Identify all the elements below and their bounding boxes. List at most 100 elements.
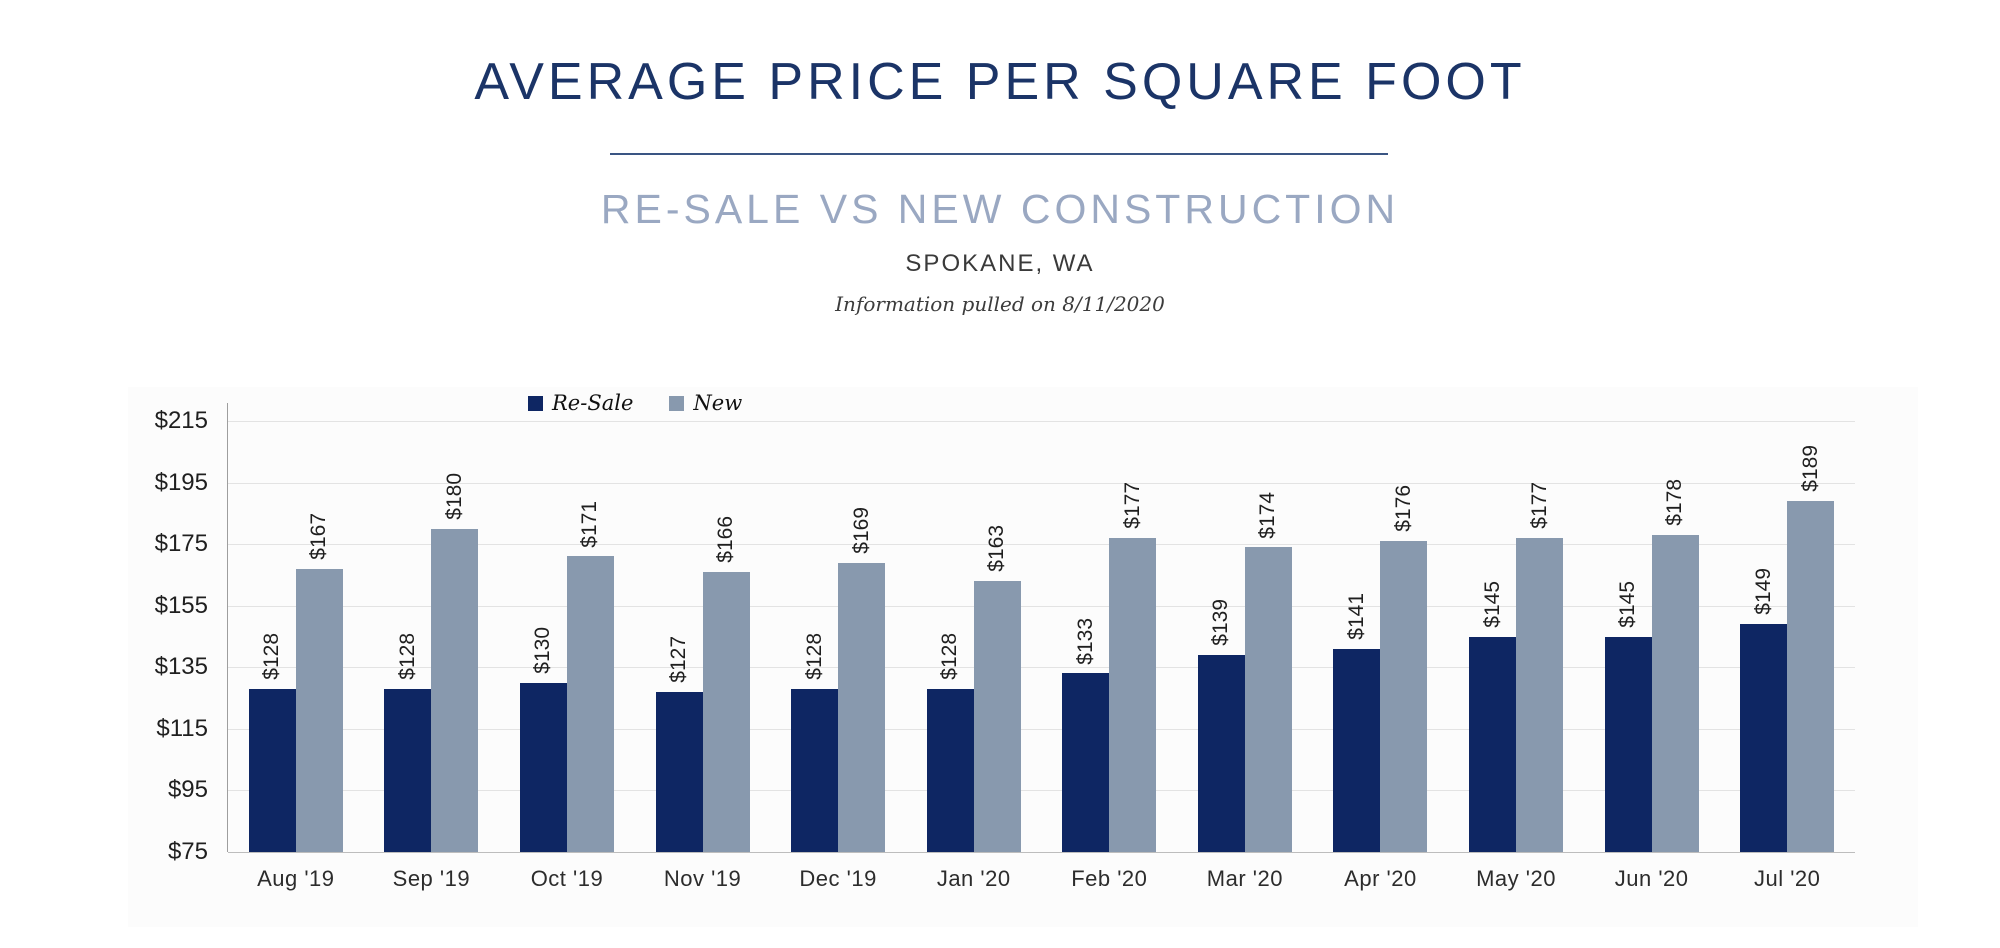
new-bar: $163 — [973, 525, 1021, 852]
bar-value-label: $178 — [1663, 479, 1687, 526]
x-axis-label: Aug '19 — [257, 866, 335, 891]
resale-bar: $145 — [1469, 581, 1517, 852]
bar-group: $128 $163 Jan '20 — [906, 421, 1042, 891]
bar-value-label: $128 — [260, 633, 284, 680]
resale-bar: $145 — [1604, 581, 1652, 852]
legend-item: Re-Sale — [528, 391, 633, 415]
y-axis-label: $95 — [167, 776, 208, 804]
y-axis-label: $75 — [167, 838, 208, 865]
bar-value-label: $177 — [1527, 482, 1551, 529]
gridline — [228, 728, 1855, 730]
new-bar: $171 — [566, 501, 614, 852]
bar-value-label: $128 — [938, 633, 962, 680]
gridline — [228, 667, 1855, 669]
new-bar: $166 — [702, 516, 750, 852]
gridline — [228, 790, 1855, 792]
y-axis-label: $175 — [154, 530, 208, 558]
resale-bar: $149 — [1740, 568, 1788, 852]
y-axis-label: $155 — [154, 591, 208, 619]
resale-bar: $127 — [655, 636, 703, 852]
new-bar: $178 — [1651, 479, 1699, 852]
y-axis-label: $195 — [154, 468, 208, 496]
bar-group: $139 $174 Mar '20 — [1177, 421, 1313, 891]
bar-value-label: $145 — [1616, 580, 1640, 628]
gridline — [228, 544, 1855, 546]
plot-area: $128 $167 Aug '19 $128 $180 Sep '19 $130 $171 Oc… — [227, 403, 1855, 891]
new-bar: $177 — [1109, 482, 1157, 852]
new-bar: $189 — [1787, 445, 1835, 852]
legend: Re-Sale New — [528, 391, 742, 415]
title-divider — [610, 153, 1388, 155]
legend-swatch-icon — [669, 395, 685, 411]
bar-value-label: $130 — [531, 626, 555, 674]
bar-group: $130 $171 Oct '19 — [499, 421, 635, 891]
x-axis-label: Jun '20 — [1614, 866, 1689, 891]
new-bar: $167 — [295, 513, 343, 852]
bar-value-label: $128 — [395, 633, 419, 680]
x-axis-label: Dec '19 — [799, 866, 877, 891]
new-bar: $169 — [838, 507, 886, 852]
bar-group: $145 $178 Jun '20 — [1584, 421, 1720, 891]
resale-bar: $139 — [1197, 599, 1245, 852]
x-axis-label: Oct '19 — [530, 866, 604, 891]
legend-label: New — [693, 391, 743, 415]
bar-value-label: $128 — [802, 633, 826, 680]
bar-group: $133 $177 Feb '20 — [1042, 421, 1178, 891]
x-axis-label: Apr '20 — [1344, 866, 1417, 891]
bar-value-label: $177 — [1120, 482, 1144, 529]
bar-group: $128 $167 Aug '19 — [228, 421, 364, 891]
new-bar: $180 — [431, 473, 479, 852]
resale-bar: $128 — [791, 633, 839, 852]
page-title: AVERAGE PRICE PER SQUARE FOOT — [474, 53, 1526, 111]
x-axis-label: Jul '20 — [1753, 866, 1821, 891]
location-label: SPOKANE, WA — [905, 250, 1095, 277]
x-axis-label: Mar '20 — [1206, 866, 1283, 891]
bar-group: $127 $166 Nov '19 — [635, 421, 771, 891]
y-axis-label: $115 — [156, 714, 208, 742]
bar-value-label: $127 — [667, 636, 691, 683]
bar-value-label: $163 — [985, 525, 1009, 573]
new-bar: $176 — [1380, 485, 1428, 852]
x-axis-label: Jan '20 — [936, 866, 1011, 891]
bar-value-label: $176 — [1391, 485, 1415, 533]
x-axis-label: Feb '20 — [1071, 866, 1148, 891]
resale-bar: $128 — [248, 633, 296, 852]
bar-group: $128 $169 Dec '19 — [770, 421, 906, 891]
info-note: Information pulled on 8/11/2020 — [835, 292, 1165, 316]
resale-bar: $128 — [384, 633, 432, 852]
bar-value-label: $139 — [1209, 599, 1233, 646]
gridline — [228, 605, 1855, 607]
resale-bar: $133 — [1062, 618, 1110, 852]
bar-value-label: $145 — [1480, 580, 1504, 628]
bar-value-label: $149 — [1751, 568, 1775, 616]
bar-value-label: $167 — [307, 513, 331, 560]
chart-subtitle: RE-SALE VS NEW CONSTRUCTION — [600, 186, 1400, 232]
y-axis-label: $135 — [154, 653, 208, 681]
bar-group: $145 $177 May '20 — [1448, 421, 1584, 891]
bar-group: $128 $180 Sep '19 — [364, 421, 500, 891]
x-axis-label: Sep '19 — [392, 866, 471, 891]
x-axis-label: May '20 — [1476, 866, 1556, 891]
new-bar: $174 — [1244, 492, 1292, 852]
y-axis-line — [227, 403, 228, 852]
resale-bar: $141 — [1333, 593, 1381, 852]
bar-group: $141 $176 Apr '20 — [1313, 421, 1449, 891]
bar-value-label: $133 — [1073, 617, 1097, 665]
chart-panel: Re-Sale New $215 $195 $175 $155 $135 $115 $95 $7… — [128, 387, 1918, 927]
gridline — [228, 482, 1855, 484]
bar-value-label: $180 — [442, 473, 466, 520]
bar-value-label: $171 — [578, 500, 602, 548]
resale-bar: $130 — [519, 627, 567, 852]
legend-label: Re-Sale — [552, 391, 634, 415]
bar-value-label: $141 — [1344, 593, 1368, 640]
gridline — [228, 421, 1855, 422]
legend-item: New — [669, 391, 742, 415]
y-axis-label: $215 — [154, 407, 208, 434]
y-axis: $215 $195 $175 $155 $135 $115 $95 $75 — [128, 407, 208, 865]
bar-value-label: $174 — [1256, 491, 1280, 539]
legend-swatch-icon — [528, 395, 543, 411]
bar-group: $149 $189 Jul '20 — [1719, 421, 1855, 891]
x-axis-label: Nov '19 — [663, 866, 742, 891]
bar-value-label: $166 — [714, 516, 738, 563]
bar-value-label: $169 — [849, 506, 873, 554]
